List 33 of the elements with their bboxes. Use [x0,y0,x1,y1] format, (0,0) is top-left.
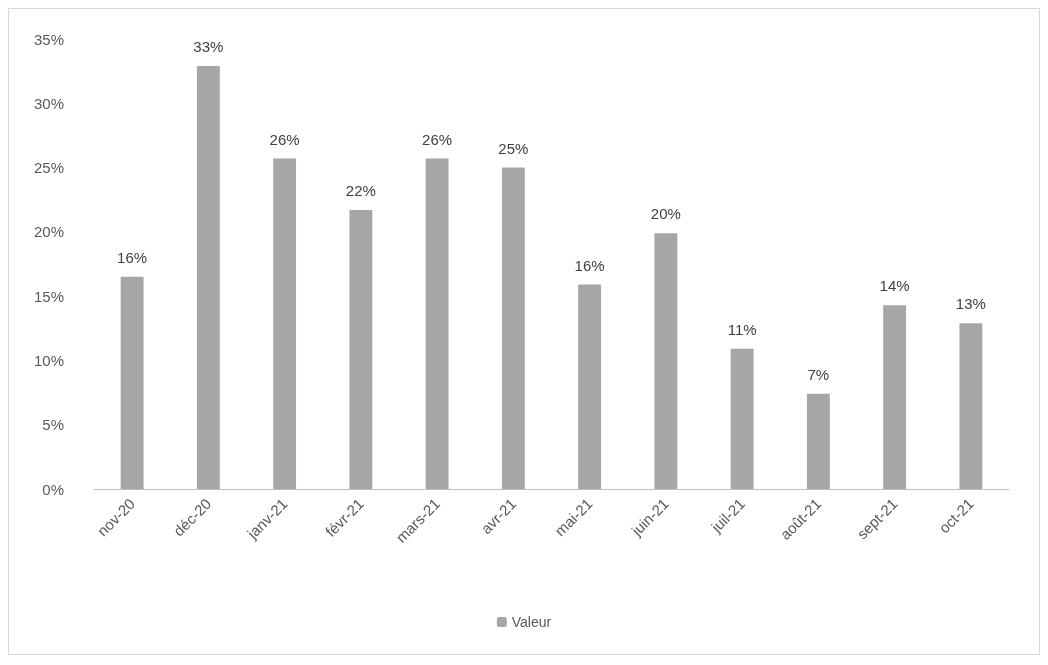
data-label: 33% [193,38,224,55]
y-tick-label: 30% [33,94,64,112]
data-label: 25% [498,139,529,157]
bar [578,284,602,489]
data-label: 11% [727,320,757,338]
bar [120,276,144,489]
y-tick-label: 25% [33,159,64,177]
y-tick-label: 0% [42,480,64,498]
data-label: 7% [807,365,830,383]
bar [196,66,220,489]
data-label: 26% [422,130,453,148]
data-label: 22% [345,182,376,199]
bar [273,158,297,489]
legend-label: Valeur [511,614,552,630]
data-label: 26% [269,130,300,148]
data-label: 14% [879,277,910,295]
data-label: 16% [117,248,148,266]
bar [654,233,678,489]
bar [501,167,525,489]
data-label: 16% [574,256,605,274]
bar [425,158,449,489]
bar [730,348,754,489]
data-label: 13% [955,295,986,313]
bar [806,393,830,489]
y-tick-label: 10% [33,351,64,369]
bar [349,210,373,489]
y-tick-label: 20% [33,223,64,241]
bar [883,305,907,489]
bar [959,323,983,489]
y-tick-label: 35% [33,30,64,48]
y-tick-label: 15% [33,287,64,305]
data-label: 20% [650,205,681,223]
y-tick-label: 5% [42,416,64,434]
